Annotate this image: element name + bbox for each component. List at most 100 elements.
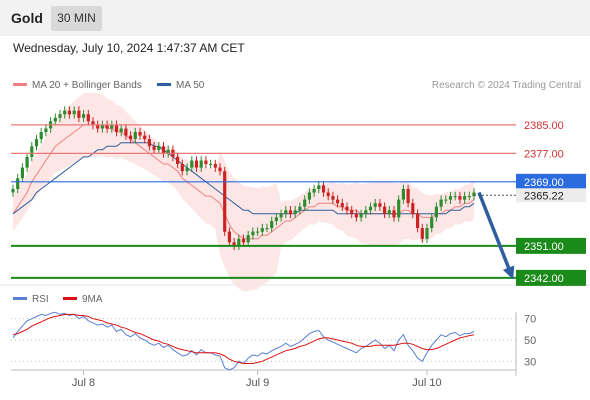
chart-credit: Research © 2024 Trading Central	[431, 80, 581, 91]
legend-ma50-swatch	[157, 82, 171, 86]
candle-body	[82, 114, 86, 118]
candle-body	[96, 124, 100, 129]
candle-body	[20, 167, 24, 179]
legend-bollinger: MA 20 + Bollinger Bands	[13, 80, 142, 91]
candle-body	[411, 203, 415, 214]
candle-body	[303, 199, 307, 207]
current-price-label: 2365.22	[524, 190, 564, 202]
support-price-tag	[516, 237, 586, 254]
candle-body	[270, 221, 274, 229]
candle-body	[260, 228, 264, 232]
x-tick-label: Jul 8	[72, 377, 95, 389]
resistance-label: 2385.00	[524, 120, 564, 132]
candle-body	[124, 128, 128, 136]
candle-body	[180, 164, 184, 172]
rsi-axis-label: 70	[524, 314, 536, 326]
candle-body	[288, 210, 293, 214]
legend-rsi-label: RSI	[32, 294, 49, 305]
candle-body	[241, 238, 246, 243]
pivot-label: 2369.00	[524, 177, 564, 189]
legend-rsi-ma-swatch	[63, 296, 77, 300]
candle-body	[392, 210, 396, 218]
candle-body	[138, 132, 142, 136]
forecast-arrow-shaft	[477, 191, 513, 275]
candle-body	[246, 235, 250, 243]
candle-body	[129, 135, 133, 140]
candle-body	[34, 139, 39, 147]
timeframe-button[interactable]: 30 MIN	[51, 6, 102, 31]
candle-body	[359, 213, 363, 218]
candle-body	[434, 206, 438, 218]
candle-body	[53, 117, 57, 122]
candle-body	[161, 146, 166, 154]
candle-body	[194, 160, 199, 168]
candle-body	[11, 188, 15, 193]
candle-body	[204, 160, 208, 165]
candle-body	[143, 135, 147, 140]
candle-body	[331, 196, 335, 200]
rsi-axis-label: 30	[524, 356, 536, 368]
rsi-axis-label: 50	[524, 335, 536, 347]
candle-body	[368, 206, 373, 211]
candle-body	[190, 160, 194, 168]
resistance-label: 2377.00	[524, 148, 564, 160]
candle-body	[326, 192, 330, 197]
candle-body	[91, 121, 95, 125]
candle-body	[279, 213, 283, 218]
candle-body	[340, 203, 344, 207]
x-tick-label: Jul 10	[412, 377, 441, 389]
candle-body	[420, 228, 424, 239]
candle-body	[378, 203, 382, 207]
candle-body	[86, 114, 90, 122]
candle-body	[298, 206, 302, 211]
candle-body	[100, 124, 104, 129]
current-price-tag	[516, 188, 586, 203]
chart-datetime: Wednesday, July 10, 2024 1:47:37 AM CET	[13, 41, 245, 55]
candle-body	[345, 206, 349, 211]
candle-body	[256, 231, 260, 233]
candle-body	[472, 192, 476, 197]
candle-body	[425, 228, 429, 239]
candle-body	[166, 149, 170, 154]
candle-body	[227, 231, 231, 243]
candle-body	[39, 132, 43, 140]
candle-body	[67, 110, 71, 115]
candle-body	[444, 199, 448, 201]
candle-body	[416, 213, 420, 228]
candle-body	[110, 124, 114, 129]
candle-body	[213, 164, 217, 168]
candle-body	[406, 188, 410, 204]
candle-body	[321, 185, 326, 193]
legend-rsi-swatch	[13, 296, 27, 300]
support-label: 2351.00	[524, 241, 564, 253]
candle-body	[453, 196, 457, 198]
candle-body	[237, 238, 241, 246]
candle-body	[463, 196, 467, 200]
candle-body	[218, 167, 222, 172]
candle-body	[439, 199, 443, 207]
candle-body	[383, 206, 387, 214]
candle-body	[114, 124, 119, 132]
pivot-price-tag	[516, 173, 586, 190]
candle-body	[265, 228, 269, 230]
candle-body	[25, 156, 29, 168]
candle-body	[458, 196, 462, 200]
x-tick-label: Jul 9	[246, 377, 269, 389]
candle-body	[152, 146, 156, 150]
candle-body	[354, 213, 358, 218]
candle-body	[284, 210, 288, 214]
candle-body	[133, 132, 137, 140]
legend-ma50: MA 50	[157, 80, 204, 91]
candle-body	[397, 199, 401, 218]
candle-body	[336, 199, 340, 204]
candle-body	[317, 185, 321, 189]
top-bar: Gold 30 MIN	[0, 0, 590, 36]
candle-body	[147, 139, 151, 147]
rsi-ma-line	[12, 313, 475, 364]
candle-body	[199, 160, 203, 168]
legend-rsi-ma: 9MA	[63, 294, 103, 305]
candle-body	[364, 210, 368, 214]
legend-bollinger-swatch	[13, 82, 27, 86]
candle-body	[44, 128, 48, 133]
